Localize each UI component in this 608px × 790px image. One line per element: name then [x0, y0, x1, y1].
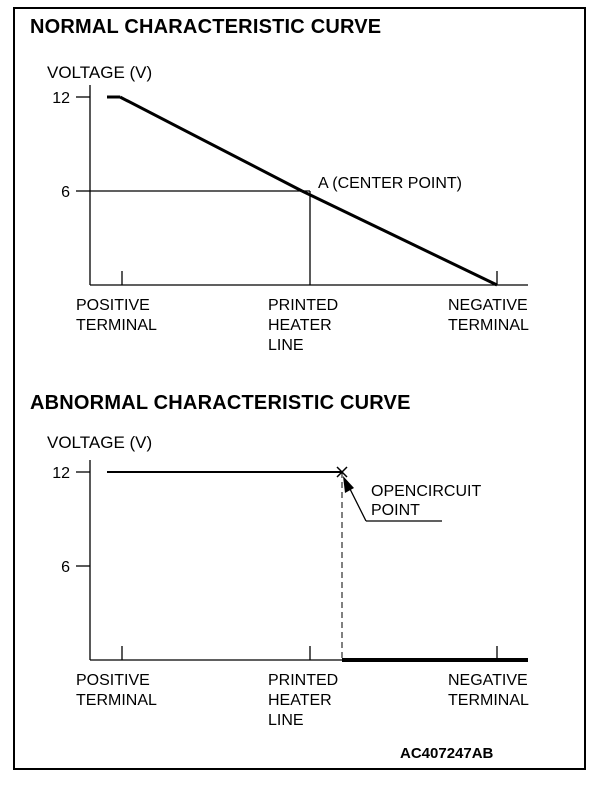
x-category-label: TERMINAL	[76, 692, 157, 709]
x-category-label: LINE	[268, 712, 304, 729]
y-axis-label: VOLTAGE (V)	[47, 63, 152, 82]
abnormal-chart-title: ABNORMAL CHARACTERISTIC CURVE	[30, 392, 411, 414]
figure-frame	[13, 7, 586, 770]
y-tick-label: 6	[61, 184, 70, 201]
x-category-label: NEGATIVE	[448, 672, 528, 689]
x-category-label: TERMINAL	[448, 317, 529, 334]
series-line	[301, 189, 498, 287]
x-category-label: POSITIVE	[76, 672, 150, 689]
y-tick-label: 6	[61, 559, 70, 576]
figure-code: AC407247AB	[400, 745, 494, 762]
y-tick-label: 12	[52, 90, 70, 107]
x-category-label: LINE	[268, 337, 304, 354]
normal-chart-title: NORMAL CHARACTERISTIC CURVE	[30, 16, 382, 38]
series-line	[119, 95, 303, 193]
x-category-label: PRINTED	[268, 297, 338, 314]
open-circuit-label: POINT	[371, 502, 420, 519]
x-category-label: NEGATIVE	[448, 297, 528, 314]
y-tick-label: 12	[52, 465, 70, 482]
x-category-label: PRINTED	[268, 672, 338, 689]
x-category-label: POSITIVE	[76, 297, 150, 314]
x-category-label: HEATER	[268, 317, 332, 334]
center-point-label: A (CENTER POINT)	[318, 175, 462, 192]
open-circuit-label: OPENCIRCUIT	[371, 483, 481, 500]
open-circuit-marker	[336, 466, 348, 478]
x-category-label: TERMINAL	[76, 317, 157, 334]
annotation-arrowhead	[343, 476, 354, 493]
x-category-label: HEATER	[268, 692, 332, 709]
y-axis-label: VOLTAGE (V)	[47, 433, 152, 452]
x-category-label: TERMINAL	[448, 692, 529, 709]
